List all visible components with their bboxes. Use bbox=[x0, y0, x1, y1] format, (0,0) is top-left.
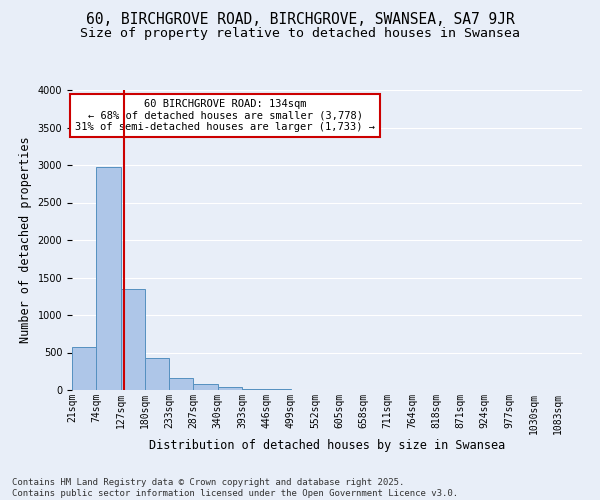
Bar bbox=[72, 346, 96, 390]
X-axis label: Distribution of detached houses by size in Swansea: Distribution of detached houses by size … bbox=[149, 440, 505, 452]
Bar bbox=[96, 166, 121, 390]
Text: 60, BIRCHGROVE ROAD, BIRCHGROVE, SWANSEA, SA7 9JR: 60, BIRCHGROVE ROAD, BIRCHGROVE, SWANSEA… bbox=[86, 12, 514, 28]
Bar bbox=[145, 358, 169, 390]
Bar bbox=[169, 378, 193, 390]
Bar bbox=[218, 386, 242, 390]
Bar bbox=[121, 289, 145, 390]
Y-axis label: Number of detached properties: Number of detached properties bbox=[19, 136, 32, 344]
Bar bbox=[242, 388, 266, 390]
Bar bbox=[193, 384, 218, 390]
Text: Contains HM Land Registry data © Crown copyright and database right 2025.
Contai: Contains HM Land Registry data © Crown c… bbox=[12, 478, 458, 498]
Text: 60 BIRCHGROVE ROAD: 134sqm
← 68% of detached houses are smaller (3,778)
31% of s: 60 BIRCHGROVE ROAD: 134sqm ← 68% of deta… bbox=[75, 99, 375, 132]
Text: Size of property relative to detached houses in Swansea: Size of property relative to detached ho… bbox=[80, 28, 520, 40]
